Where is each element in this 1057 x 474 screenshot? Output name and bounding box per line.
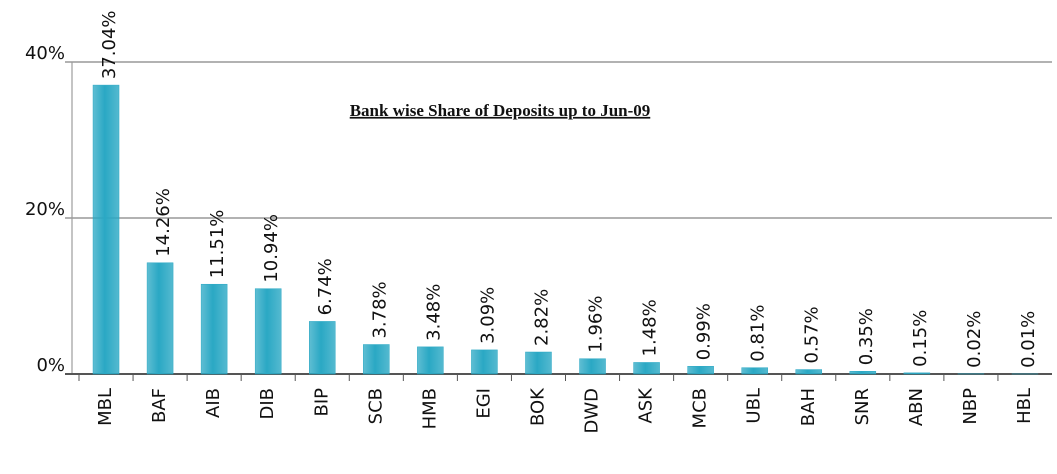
bar <box>417 346 444 375</box>
x-tick-label: MBL <box>95 388 116 426</box>
data-label: 11.51% <box>207 210 228 279</box>
bar <box>525 351 552 375</box>
x-tick-label: BOK <box>527 387 548 426</box>
data-label: 0.15% <box>910 310 931 367</box>
bar <box>849 371 877 375</box>
x-tick-label: SNR <box>852 388 873 425</box>
data-label: 0.57% <box>802 306 823 363</box>
data-label: 1.48% <box>640 299 661 356</box>
bar <box>687 366 714 375</box>
x-tick-label: SCB <box>365 388 386 424</box>
bar <box>633 362 660 375</box>
bar <box>741 367 768 375</box>
x-tick-label: EGI <box>473 388 494 419</box>
data-label: 0.02% <box>964 311 985 368</box>
bar <box>579 358 606 375</box>
x-tick-label: DIB <box>257 388 278 420</box>
bar <box>254 288 282 375</box>
y-tick-label: 20% <box>25 199 65 220</box>
bar <box>903 372 931 375</box>
bar <box>146 262 174 375</box>
x-tick-label: BAH <box>798 388 819 426</box>
x-tick-label: DWD <box>582 388 603 434</box>
bar <box>795 369 822 375</box>
y-tick-label: 40% <box>25 43 65 64</box>
bar <box>363 344 390 375</box>
data-label: 3.78% <box>369 281 390 338</box>
data-label: 14.26% <box>153 188 174 257</box>
x-tick-label: HBL <box>1014 388 1035 424</box>
data-label: 10.94% <box>261 214 282 283</box>
bar <box>309 321 336 375</box>
x-tick-label: BIP <box>311 388 332 417</box>
data-label: 0.99% <box>694 303 715 360</box>
chart-title: Bank wise Share of Deposits up to Jun-09 <box>350 101 651 120</box>
data-label: 1.96% <box>586 296 607 353</box>
data-label: 0.35% <box>856 308 877 365</box>
y-tick-label: 0% <box>36 355 65 376</box>
x-tick-label: BAF <box>149 388 170 423</box>
bar <box>200 283 228 375</box>
data-label: 2.82% <box>531 289 552 346</box>
x-tick-label: ABN <box>906 388 927 426</box>
x-tick-label: HMB <box>419 388 440 429</box>
data-label: 6.74% <box>315 258 336 315</box>
data-label: 3.09% <box>477 287 498 344</box>
bar <box>471 349 498 375</box>
bar <box>92 84 120 375</box>
x-tick-label: AIB <box>203 388 224 418</box>
x-tick-label: UBL <box>744 388 765 424</box>
x-tick-label: MCB <box>690 388 711 428</box>
x-tick-label: ASK <box>636 387 657 424</box>
data-label: 3.48% <box>423 284 444 341</box>
x-tick-label: NBP <box>960 388 981 425</box>
data-label: 0.01% <box>1018 311 1039 368</box>
data-label: 0.81% <box>748 304 769 361</box>
data-label: 37.04% <box>99 10 120 79</box>
